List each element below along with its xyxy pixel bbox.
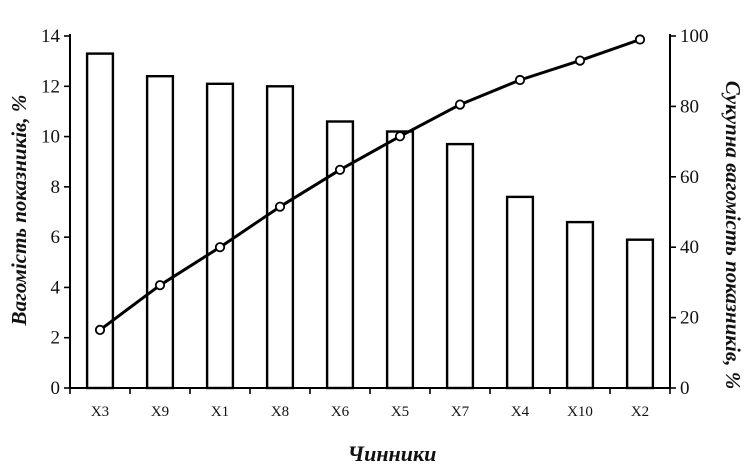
- labels-group: Вагомість показників, % Сукупна вагоміст…: [7, 81, 745, 466]
- y-tick-label: 10: [41, 127, 60, 148]
- bar-x10: [565, 220, 595, 390]
- cumulative-line: [99, 38, 641, 332]
- cumulative-point-x5: [394, 131, 406, 142]
- x-tick-label-x2: X2: [631, 404, 649, 420]
- y-tick-label: 8: [51, 177, 61, 198]
- bar-x1: [205, 82, 235, 390]
- cumulative-point-x6: [334, 164, 346, 175]
- y-axis-title: Вагомість показників, %: [7, 95, 31, 327]
- cumulative-point-x3: [94, 324, 106, 335]
- y-tick-label: 12: [41, 76, 60, 97]
- bar-x2: [625, 238, 655, 390]
- bar-x4: [505, 195, 535, 390]
- x-tick-label-x3: X3: [91, 404, 109, 420]
- cumulative-line-group: [94, 34, 646, 335]
- x-tick-label-x5: X5: [391, 404, 409, 420]
- bar-x7: [445, 142, 475, 390]
- y2-tick-label: 20: [680, 308, 699, 329]
- bar-x9: [145, 74, 175, 390]
- y-tick-label: 6: [51, 227, 61, 248]
- cumulative-point-x8: [274, 201, 286, 212]
- y-tick-label: 14: [41, 26, 61, 47]
- cumulative-point-x2: [634, 34, 646, 45]
- bar-x8: [265, 85, 295, 390]
- y-tick-label: 2: [51, 328, 61, 349]
- x-axis-title: Чинники: [348, 441, 437, 466]
- y2-tick-label: 0: [680, 378, 690, 399]
- bars-group: [85, 52, 655, 390]
- x-tick-label-x6: X6: [331, 404, 350, 420]
- cumulative-point-x9: [154, 280, 166, 291]
- cumulative-point-x7: [454, 99, 466, 110]
- y2-tick-label: 60: [680, 167, 699, 188]
- y2-tick-label: 40: [680, 237, 699, 258]
- x-tick-label-x9: X9: [151, 404, 169, 420]
- bar-x5: [385, 130, 415, 390]
- cumulative-point-x4: [514, 74, 526, 86]
- x-tick-label-x4: X4: [511, 404, 530, 420]
- x-tick-label-x7: X7: [451, 404, 470, 420]
- x-tick-label-x10: X10: [567, 404, 593, 420]
- y-tick-label: 4: [51, 277, 61, 298]
- bar-x3: [85, 52, 115, 390]
- cumulative-point-x1: [214, 242, 226, 253]
- axes-group: 0 2 4 6 8 10 12 14 0 20 40 60 80 100 X3 X9 X1 X8 X6 X5 X7 X4 X…: [41, 26, 709, 420]
- y2-axis-title: Сукупна вагомість показників, %: [721, 81, 745, 389]
- x-tick-label-x1: X1: [211, 404, 229, 420]
- cumulative-point-x10: [574, 55, 586, 66]
- y2-tick-label: 100: [680, 26, 709, 47]
- x-tick-label-x8: X8: [271, 404, 289, 420]
- y2-tick-label: 80: [680, 96, 699, 117]
- y-tick-label: 0: [51, 378, 61, 399]
- bar-x6: [325, 120, 355, 390]
